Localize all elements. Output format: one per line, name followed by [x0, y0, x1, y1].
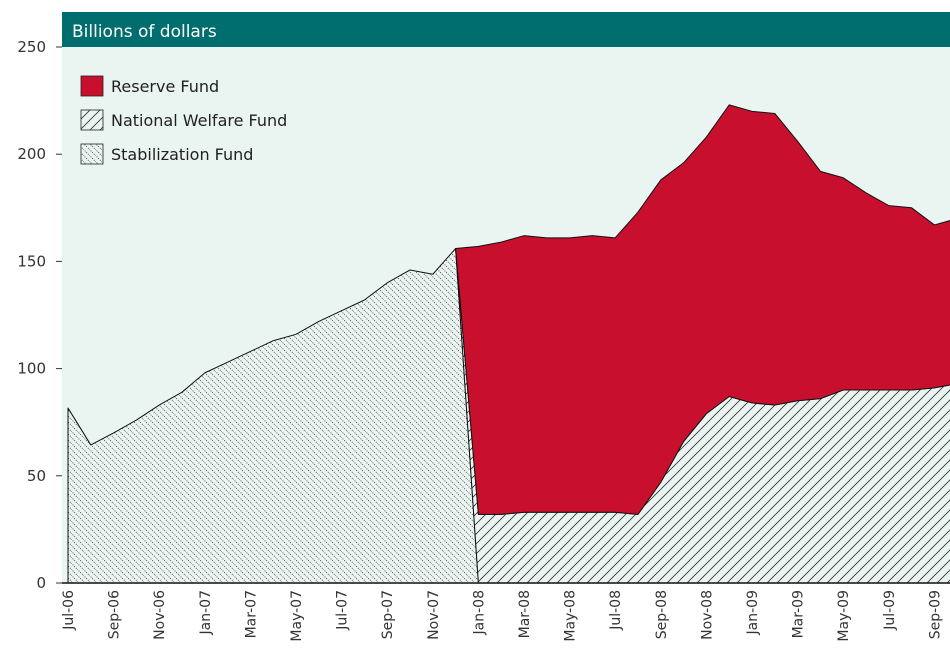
header-band	[62, 12, 950, 47]
x-tick-label: Nov-07	[426, 590, 442, 640]
x-tick-label: May-09	[836, 590, 852, 642]
x-tick-label: Jan-08	[471, 590, 487, 635]
x-tick-label: Nov-06	[152, 590, 168, 640]
x-tick-label: Jan-07	[198, 590, 214, 635]
x-tick-label: Jul-06	[61, 590, 77, 631]
legend-swatch	[80, 109, 104, 131]
y-tick-label: 200	[17, 145, 46, 163]
y-label: Billions of dollars	[72, 22, 217, 42]
y-tick-label: 250	[17, 38, 46, 56]
x-tick-label: Jul-07	[335, 590, 351, 631]
x-tick-label: Mar-09	[791, 590, 807, 638]
y-tick-label: 150	[17, 252, 46, 270]
legend-swatch	[80, 143, 104, 165]
x-tick-label: Jan-09	[745, 590, 761, 635]
x-tick-label: Sep-09	[927, 590, 943, 639]
y-tick-label: 0	[36, 574, 46, 592]
x-tick-label: Jul-09	[882, 590, 898, 631]
legend-label: Reserve Fund	[111, 77, 219, 96]
x-tick-label: Jul-08	[608, 590, 624, 631]
y-tick-label: 100	[17, 360, 46, 378]
y-tick-label: 50	[27, 467, 46, 485]
legend-swatch	[80, 75, 104, 97]
x-tick-label: May-07	[289, 590, 305, 642]
x-tick-label: Sep-07	[380, 590, 396, 639]
x-tick-label: Nov-08	[699, 590, 715, 640]
x-tick-label: Mar-07	[243, 590, 259, 638]
x-tick-label: May-08	[563, 590, 579, 642]
x-tick-label: Mar-08	[517, 590, 533, 638]
area	[455, 104, 950, 515]
x-tick-label: Sep-08	[654, 590, 670, 639]
legend-label: Stabilization Fund	[111, 145, 253, 164]
x-tick-label: Sep-06	[107, 590, 123, 639]
legend-label: National Welfare Fund	[111, 111, 287, 130]
